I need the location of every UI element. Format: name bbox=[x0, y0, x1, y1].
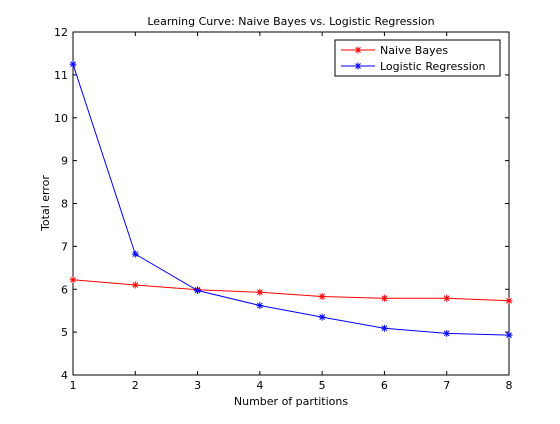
y-tick-label: 12 bbox=[54, 26, 68, 39]
legend-box bbox=[334, 39, 501, 77]
x-tick-label: 7 bbox=[443, 379, 450, 392]
data-point-naive-bayes-stroke bbox=[319, 293, 325, 300]
data-point-naive-bayes bbox=[69, 276, 77, 284]
data-point-logistic-regression bbox=[131, 250, 139, 258]
data-point-logistic-regression bbox=[443, 329, 451, 337]
data-point-logistic-regression-stroke bbox=[443, 330, 450, 337]
data-point-naive-bayes-stroke bbox=[257, 289, 263, 296]
y-axis-label: Total error bbox=[39, 175, 52, 232]
data-point-naive-bayes bbox=[380, 294, 388, 302]
legend-label-logistic-regression: Logistic Regression bbox=[380, 60, 486, 73]
data-point-logistic-regression bbox=[69, 60, 77, 68]
data-point-naive-bayes-stroke bbox=[381, 295, 388, 302]
data-point-logistic-regression-stroke bbox=[381, 325, 388, 332]
x-tick-label: 5 bbox=[319, 379, 326, 392]
legend-marker-logistic-regression bbox=[354, 62, 362, 70]
x-tick-label: 6 bbox=[381, 379, 388, 392]
y-tick-label: 5 bbox=[61, 326, 68, 339]
plot-area bbox=[72, 31, 510, 376]
data-point-logistic-regression-stroke bbox=[194, 287, 201, 294]
data-point-logistic-regression bbox=[256, 302, 264, 310]
y-tick-label: 9 bbox=[61, 155, 68, 168]
x-axis-label: Number of partitions bbox=[234, 395, 348, 408]
data-point-logistic-regression bbox=[318, 313, 326, 321]
data-point-logistic-regression-stroke bbox=[70, 61, 76, 68]
y-tick-label: 8 bbox=[61, 198, 68, 211]
y-tick-label: 4 bbox=[61, 369, 68, 382]
data-point-naive-bayes-stroke bbox=[132, 282, 139, 288]
y-tick-label: 10 bbox=[54, 112, 68, 125]
series-line-logistic-regression bbox=[72, 64, 510, 336]
x-tick-label: 1 bbox=[70, 379, 77, 392]
data-point-naive-bayes bbox=[131, 281, 139, 289]
data-point-logistic-regression-stroke bbox=[132, 251, 139, 257]
data-point-naive-bayes bbox=[318, 293, 326, 301]
data-point-naive-bayes bbox=[443, 294, 451, 302]
data-point-naive-bayes bbox=[256, 288, 264, 296]
legend-label-naive-bayes: Naive Bayes bbox=[380, 44, 448, 57]
legend-marker-naive-bayes-stroke bbox=[355, 47, 361, 53]
data-point-logistic-regression bbox=[380, 324, 388, 332]
series-group bbox=[69, 60, 513, 339]
x-tick-label: 2 bbox=[132, 379, 139, 392]
x-tick-label: 8 bbox=[506, 379, 513, 392]
legend-marker-logistic-regression-stroke bbox=[355, 63, 361, 69]
data-point-logistic-regression-stroke bbox=[506, 332, 512, 338]
y-tick-label: 7 bbox=[61, 240, 68, 253]
legend: Naive Bayes Logistic Regression bbox=[334, 39, 501, 77]
legend-marker-naive-bayes bbox=[354, 46, 362, 54]
data-point-naive-bayes-stroke bbox=[443, 295, 450, 302]
data-point-logistic-regression bbox=[194, 287, 202, 295]
data-point-naive-bayes bbox=[505, 297, 513, 305]
series-line-naive-bayes bbox=[72, 279, 510, 302]
data-point-logistic-regression-stroke bbox=[257, 302, 263, 309]
x-tick-label: 3 bbox=[194, 379, 201, 392]
y-tick-label: 11 bbox=[54, 69, 68, 82]
data-point-naive-bayes-stroke bbox=[506, 297, 512, 304]
data-point-logistic-regression-stroke bbox=[319, 314, 325, 320]
data-point-logistic-regression bbox=[505, 331, 513, 339]
x-tick-label: 4 bbox=[256, 379, 263, 392]
chart-title: Learning Curve: Naive Bayes vs. Logistic… bbox=[147, 15, 434, 28]
y-tick-label: 6 bbox=[61, 283, 68, 296]
data-point-naive-bayes-stroke bbox=[70, 276, 76, 283]
